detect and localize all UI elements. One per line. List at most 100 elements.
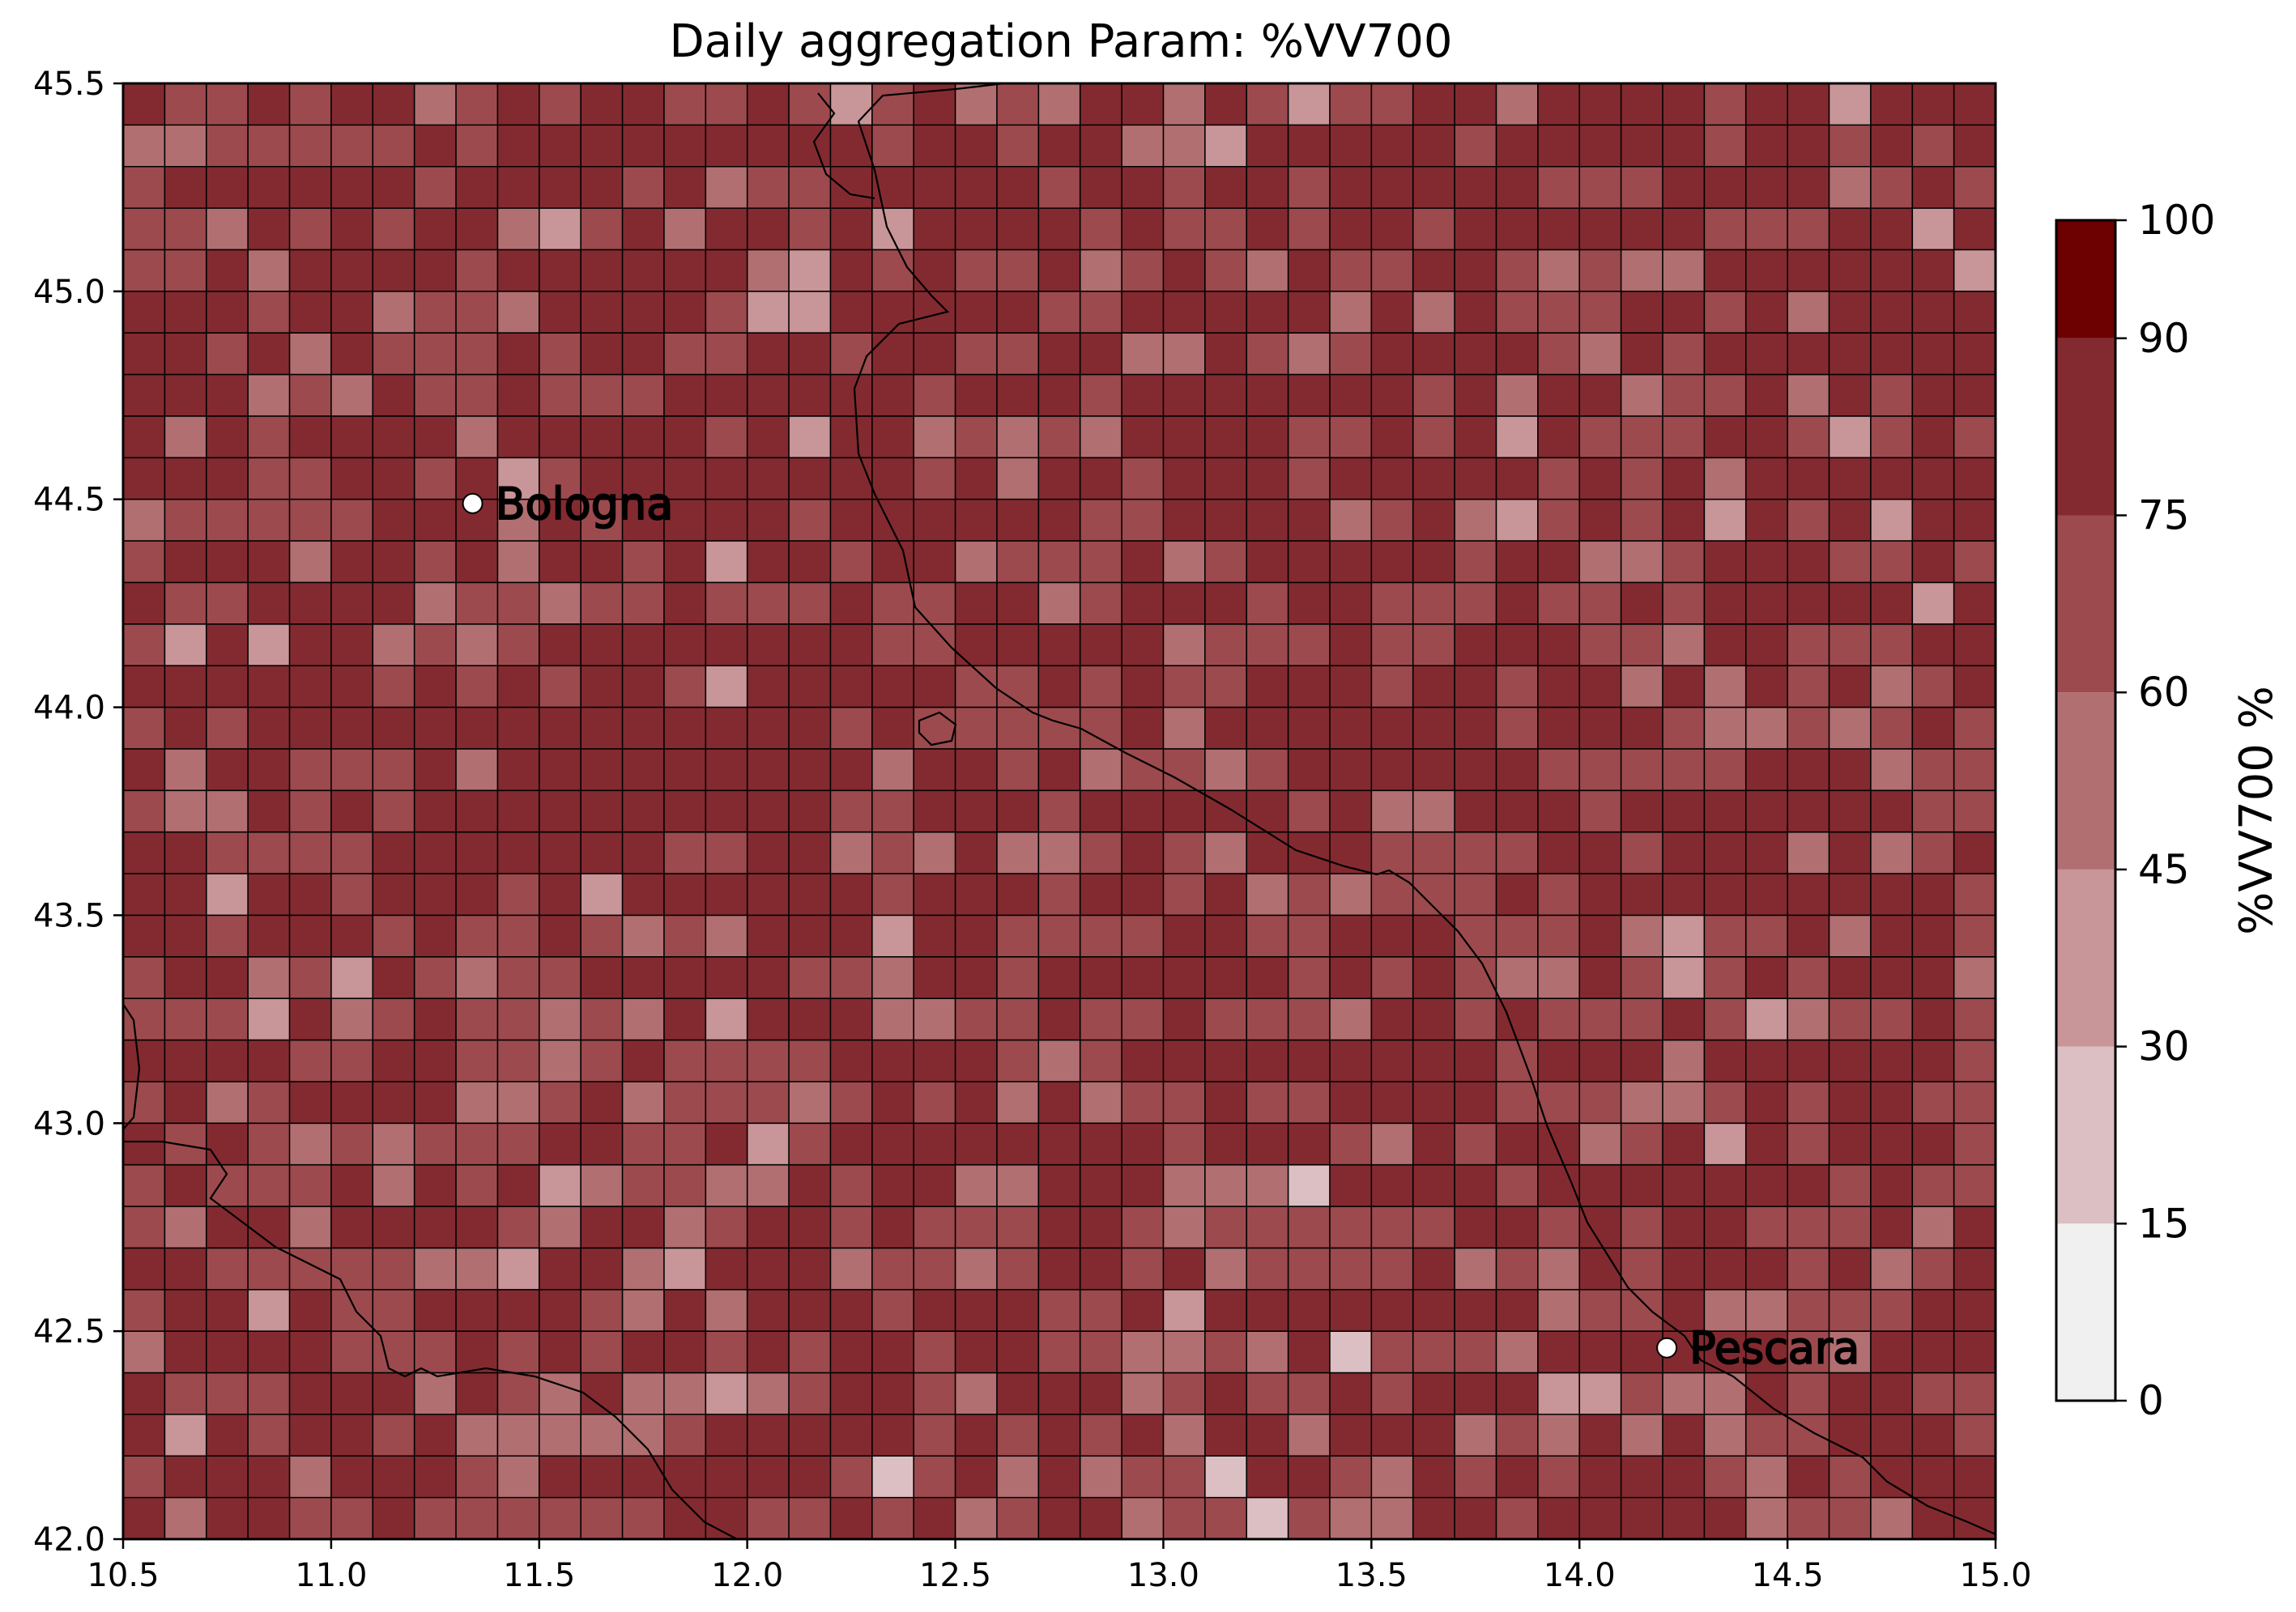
grid-cell bbox=[373, 83, 415, 125]
grid-cell bbox=[871, 1372, 914, 1414]
grid-cell bbox=[330, 1248, 373, 1290]
grid-cell bbox=[1621, 166, 1663, 209]
grid-cell bbox=[1080, 998, 1122, 1040]
grid-cell bbox=[248, 998, 290, 1040]
grid-cell bbox=[206, 499, 249, 542]
grid-cell bbox=[539, 291, 581, 334]
grid-cell bbox=[539, 790, 581, 832]
grid-cell bbox=[914, 1497, 956, 1539]
grid-cell bbox=[206, 333, 249, 375]
grid-cell bbox=[622, 1081, 664, 1124]
grid-cell bbox=[1621, 1248, 1663, 1290]
grid-cell bbox=[1496, 1331, 1538, 1373]
grid-cell bbox=[373, 790, 415, 832]
grid-cell bbox=[1870, 457, 1913, 500]
grid-cell bbox=[248, 374, 290, 416]
grid-cell bbox=[1329, 998, 1372, 1040]
grid-cell bbox=[123, 291, 165, 334]
grid-cell bbox=[1537, 125, 1580, 167]
grid-cell bbox=[164, 83, 207, 125]
grid-cell bbox=[289, 707, 331, 749]
grid-cell bbox=[1704, 874, 1746, 916]
grid-cell bbox=[1329, 249, 1372, 291]
grid-cell bbox=[1870, 1206, 1913, 1248]
grid-cell bbox=[1371, 666, 1413, 708]
grid-cell bbox=[996, 291, 1039, 334]
grid-cell bbox=[206, 374, 249, 416]
grid-cell bbox=[1455, 1289, 1497, 1332]
grid-cell bbox=[1288, 125, 1330, 167]
grid-cell bbox=[1912, 707, 1954, 749]
grid-cell bbox=[1787, 208, 1830, 250]
grid-cell bbox=[1288, 415, 1330, 458]
grid-cell bbox=[497, 541, 539, 583]
grid-cell bbox=[747, 623, 790, 666]
grid-cell bbox=[1621, 1164, 1663, 1207]
grid-cell bbox=[1787, 874, 1830, 916]
grid-cell bbox=[456, 333, 498, 375]
grid-cell bbox=[1537, 83, 1580, 125]
grid-cell bbox=[1455, 832, 1497, 874]
grid-cell bbox=[663, 707, 706, 749]
grid-cell bbox=[1662, 166, 1705, 209]
grid-cell bbox=[581, 374, 623, 416]
grid-cell bbox=[1704, 1289, 1746, 1332]
grid-cell bbox=[1371, 1414, 1413, 1457]
grid-cell bbox=[1496, 125, 1538, 167]
grid-cell bbox=[206, 1123, 249, 1165]
grid-cell bbox=[414, 1206, 457, 1248]
grid-cell bbox=[1246, 499, 1289, 542]
grid-cell bbox=[1246, 1040, 1289, 1082]
grid-cell bbox=[1912, 1289, 1954, 1332]
grid-cell bbox=[1953, 499, 1996, 542]
grid-cell bbox=[581, 707, 623, 749]
grid-cell bbox=[414, 83, 457, 125]
grid-cell bbox=[164, 748, 207, 791]
grid-cell bbox=[871, 998, 914, 1040]
grid-cell bbox=[164, 1289, 207, 1332]
grid-cell bbox=[1080, 915, 1122, 957]
grid-cell bbox=[1953, 291, 1996, 334]
grid-cell bbox=[1621, 291, 1663, 334]
grid-cell bbox=[414, 1248, 457, 1290]
grid-cell bbox=[1455, 1164, 1497, 1207]
grid-cell bbox=[414, 166, 457, 209]
grid-cell bbox=[1455, 707, 1497, 749]
grid-cell bbox=[914, 457, 956, 500]
grid-cell bbox=[581, 748, 623, 791]
grid-cell bbox=[373, 249, 415, 291]
grid-cell bbox=[248, 415, 290, 458]
grid-cell bbox=[373, 666, 415, 708]
grid-cell bbox=[1829, 333, 1871, 375]
grid-cell bbox=[1246, 832, 1289, 874]
x-tick-label: 13.5 bbox=[1335, 1557, 1408, 1594]
grid-cell bbox=[1829, 125, 1871, 167]
grid-cell bbox=[289, 499, 331, 542]
grid-cell bbox=[789, 83, 831, 125]
grid-cell bbox=[663, 1164, 706, 1207]
grid-cell bbox=[164, 874, 207, 916]
grid-cell bbox=[1204, 1164, 1247, 1207]
grid-cell bbox=[622, 415, 664, 458]
grid-cell bbox=[955, 1289, 997, 1332]
grid-cell bbox=[1122, 1372, 1164, 1414]
grid-cell bbox=[871, 832, 914, 874]
grid-cell bbox=[789, 623, 831, 666]
grid-cell bbox=[1621, 956, 1663, 999]
grid-cell bbox=[1246, 125, 1289, 167]
grid-cell bbox=[1704, 1497, 1746, 1539]
grid-cell bbox=[289, 998, 331, 1040]
grid-cell bbox=[1829, 1164, 1871, 1207]
grid-cell bbox=[248, 1164, 290, 1207]
grid-cell bbox=[996, 748, 1039, 791]
grid-cell bbox=[1870, 874, 1913, 916]
grid-cell bbox=[1246, 1123, 1289, 1165]
grid-cell bbox=[1246, 333, 1289, 375]
grid-cell bbox=[1537, 1206, 1580, 1248]
grid-cell bbox=[1912, 956, 1954, 999]
x-tick-label: 15.0 bbox=[1959, 1557, 2031, 1594]
grid-cell bbox=[955, 415, 997, 458]
grid-cell bbox=[871, 1456, 914, 1498]
grid-cell bbox=[497, 1040, 539, 1082]
grid-cell bbox=[914, 666, 956, 708]
